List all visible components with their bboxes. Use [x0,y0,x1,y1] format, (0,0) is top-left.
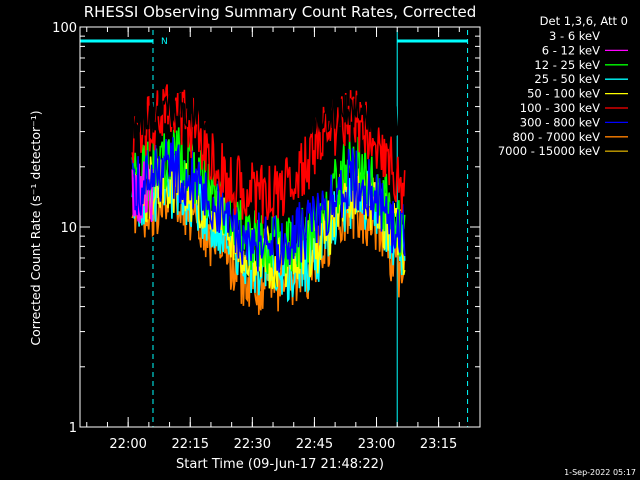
legend-entry-label: 300 - 800 keV [520,115,600,129]
legend-entry-label: 12 - 25 keV [534,58,600,72]
axis-layer: 1 10 100 22:00 22:15 22:30 22:45 23:00 23:15 [52,21,481,452]
x-tick-label: 22:45 [296,437,333,452]
night-flag-label: N [161,37,168,47]
x-tick-label: 23:00 [358,437,395,452]
y-tick-label: 1 [69,421,77,436]
plot-frame [79,26,481,428]
series-line-6 [131,137,406,273]
series-line-0 [131,91,406,139]
footer-date: 1-Sep-2022 05:17 [564,468,636,477]
legend-entry-label: 6 - 12 keV [542,43,600,57]
y-tick-label: 100 [52,21,77,36]
y-tick-label: 10 [60,221,77,236]
y-axis-label: Corrected Count Rate (s⁻¹ detector⁻¹) [28,110,43,345]
x-axis-label: Start Time (09-Jun-17 21:48:22) [176,457,384,472]
legend-entry-label: 25 - 50 keV [534,72,600,86]
series-line-5 [131,84,406,224]
legend-header: Det 1,3,6, Att 0 [540,14,628,28]
x-tick-label: 22:30 [234,437,271,452]
legend-entry-label: 100 - 300 keV [520,101,600,115]
chart-title: RHESSI Observing Summary Count Rates, Co… [84,3,477,21]
legend-entry-label: 50 - 100 keV [527,87,600,101]
legend-entry-label: 3 - 6 keV [549,29,600,43]
series-layer [131,84,406,315]
legend-entry-label: 7000 - 15000 keV [498,144,600,158]
x-tick-label: 22:15 [172,437,209,452]
x-tick-label: 23:15 [420,437,457,452]
x-tick-label: 22:00 [109,437,146,452]
legend-entry-label: 800 - 7000 keV [512,130,600,144]
